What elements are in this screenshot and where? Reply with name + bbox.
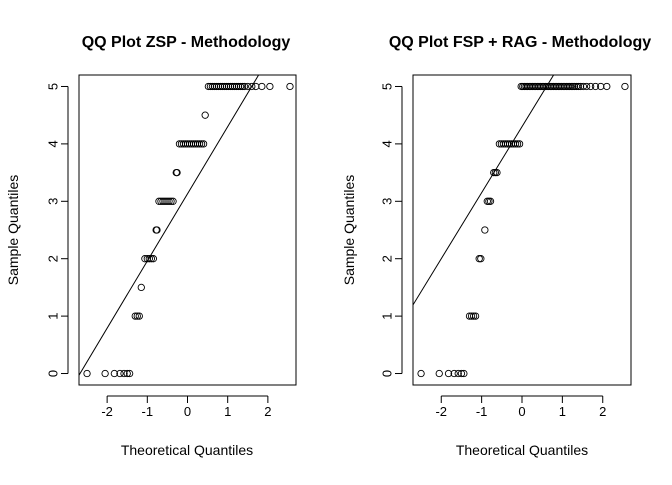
x-tick-label: 1 bbox=[224, 404, 231, 419]
axis-ticks: -2 -1 0 1 2 0 1 2 3 4 5 bbox=[380, 83, 607, 419]
x-tick-label: -2 bbox=[101, 404, 113, 419]
qq-reference-line bbox=[413, 75, 555, 306]
data-point bbox=[469, 312, 478, 320]
data-point bbox=[137, 283, 145, 292]
data-point bbox=[467, 312, 476, 320]
data-point bbox=[477, 255, 485, 263]
y-tick-label: 3 bbox=[380, 198, 395, 205]
x-axis-label: Theoretical Quantiles bbox=[456, 442, 588, 458]
qq-plot-fsp-rag-panel: QQ Plot FSP + RAG - Methodology Theoreti… bbox=[341, 34, 651, 458]
chart-title: QQ Plot FSP + RAG - Methodology bbox=[389, 34, 651, 51]
data-point bbox=[110, 369, 119, 378]
data-point bbox=[153, 226, 161, 234]
y-tick-label: 2 bbox=[380, 255, 395, 262]
data-point bbox=[513, 140, 522, 148]
data-point bbox=[131, 312, 139, 320]
data-point bbox=[457, 369, 466, 378]
y-tick-label: 0 bbox=[380, 370, 395, 377]
x-tick-label: 1 bbox=[559, 404, 566, 419]
data-point bbox=[450, 369, 458, 378]
x-tick-label: -1 bbox=[476, 404, 488, 419]
data-point bbox=[149, 255, 157, 263]
y-tick-label: 0 bbox=[46, 370, 61, 377]
data-point bbox=[417, 369, 425, 378]
data-point bbox=[120, 369, 128, 378]
y-axis-label: Sample Quantiles bbox=[5, 175, 21, 286]
y-axis-label: Sample Quantiles bbox=[341, 175, 357, 286]
data-point bbox=[621, 82, 629, 91]
y-tick-label: 3 bbox=[46, 198, 61, 205]
x-tick-label: 2 bbox=[264, 404, 271, 419]
qq-plot-zsp-panel: QQ Plot ZSP - Methodology Theoretical Qu… bbox=[5, 34, 297, 458]
plot-area bbox=[413, 75, 629, 378]
y-tick-label: 5 bbox=[46, 83, 61, 90]
data-point bbox=[511, 140, 520, 148]
qq-reference-line bbox=[79, 75, 260, 376]
data-point bbox=[435, 369, 443, 378]
y-tick-label: 4 bbox=[380, 140, 395, 147]
data-point bbox=[248, 82, 256, 91]
data-point bbox=[572, 82, 581, 91]
data-point bbox=[195, 140, 204, 148]
x-tick-label: -2 bbox=[435, 404, 447, 419]
data-point bbox=[238, 82, 247, 91]
data-point bbox=[116, 369, 124, 378]
y-tick-label: 1 bbox=[380, 312, 395, 319]
data-point bbox=[199, 140, 208, 148]
data-point bbox=[266, 82, 274, 91]
data-point bbox=[125, 369, 134, 378]
data-point bbox=[135, 312, 143, 320]
data-point bbox=[201, 111, 209, 119]
x-tick-label: -1 bbox=[142, 404, 154, 419]
chart-title: QQ Plot ZSP - Methodology bbox=[82, 34, 291, 51]
x-tick-label: 0 bbox=[518, 404, 525, 419]
data-point bbox=[586, 82, 595, 91]
data-point bbox=[197, 140, 206, 148]
data-point bbox=[454, 369, 462, 378]
data-point bbox=[460, 369, 468, 378]
data-point bbox=[244, 82, 252, 91]
data-point bbox=[101, 369, 109, 378]
data-point bbox=[471, 312, 480, 320]
y-tick-label: 2 bbox=[46, 255, 61, 262]
data-point bbox=[173, 168, 181, 177]
data-point bbox=[579, 82, 588, 91]
data-point bbox=[481, 226, 489, 234]
plot-frame bbox=[78, 74, 297, 386]
data-point bbox=[165, 197, 173, 205]
data-point bbox=[169, 197, 177, 205]
data-point bbox=[123, 369, 131, 378]
x-tick-label: 0 bbox=[184, 404, 191, 419]
data-point bbox=[515, 140, 524, 148]
plot-area bbox=[79, 75, 294, 378]
data-point bbox=[167, 197, 175, 205]
data-point bbox=[83, 369, 91, 378]
x-axis-label: Theoretical Quantiles bbox=[121, 442, 253, 458]
axis-ticks: -2 -1 0 1 2 0 1 2 3 4 5 bbox=[46, 83, 272, 419]
data-point bbox=[258, 82, 266, 91]
data-point bbox=[286, 82, 294, 91]
plot-frame bbox=[412, 74, 632, 386]
y-tick-label: 5 bbox=[380, 83, 395, 90]
data-point bbox=[591, 82, 600, 91]
data-point bbox=[145, 255, 153, 263]
data-point bbox=[486, 197, 495, 205]
data-point bbox=[444, 369, 453, 378]
data-point bbox=[240, 82, 249, 91]
y-tick-label: 1 bbox=[46, 312, 61, 319]
data-point bbox=[582, 82, 591, 91]
data-point bbox=[133, 312, 141, 320]
data-point bbox=[574, 82, 583, 91]
y-tick-label: 4 bbox=[46, 140, 61, 147]
x-tick-label: 2 bbox=[599, 404, 606, 419]
data-point bbox=[603, 82, 611, 91]
data-point bbox=[236, 82, 245, 91]
